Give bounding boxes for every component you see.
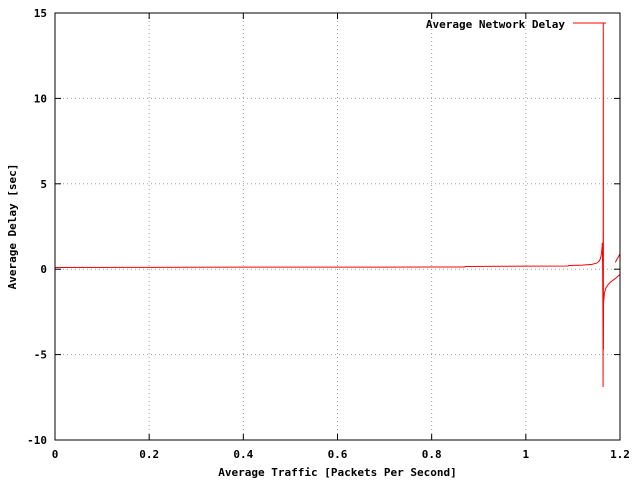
x-tick-label: 0.6	[328, 448, 348, 461]
y-tick-label: -10	[27, 434, 47, 447]
x-tick-label: 0.4	[233, 448, 253, 461]
legend-label: Average Network Delay	[426, 18, 565, 31]
x-tick-label: 1	[523, 448, 530, 461]
y-axis-label: Average Delay [sec]	[6, 164, 19, 290]
grid	[55, 13, 620, 440]
y-tick-label: -5	[34, 349, 47, 362]
x-axis-label: Average Traffic [Packets Per Second]	[218, 466, 456, 479]
ticks: 0 0.2 0.4 0.6 0.8 1 1.2 -10 -5 0 5 10 15	[27, 7, 630, 461]
series-line-branch	[614, 253, 621, 263]
x-tick-label: 1.2	[610, 448, 630, 461]
series-line	[54, 23, 621, 388]
y-tick-label: 0	[40, 263, 47, 276]
series-layer	[54, 23, 621, 388]
y-tick-label: 5	[40, 178, 47, 191]
x-tick-label: 0.2	[139, 448, 159, 461]
y-tick-label: 15	[34, 7, 47, 20]
x-tick-label: 0.8	[422, 448, 442, 461]
legend: Average Network Delay	[426, 18, 606, 31]
x-tick-label: 0	[52, 448, 59, 461]
y-tick-label: 10	[34, 92, 47, 105]
